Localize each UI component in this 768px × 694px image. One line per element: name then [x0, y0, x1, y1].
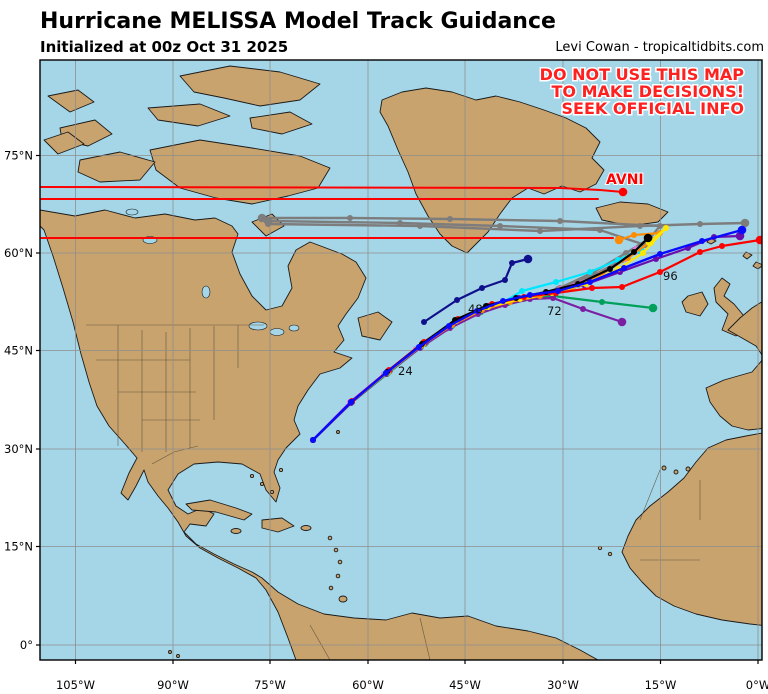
- y-axis-label: 75°N: [4, 149, 33, 163]
- islands-bahamas: [249, 467, 284, 495]
- x-axis-label: 30°W: [547, 678, 579, 692]
- forecast-hour-label: 48: [468, 302, 483, 316]
- y-axis-label: 15°N: [4, 540, 33, 554]
- island-ellesmere: [179, 65, 321, 107]
- landmass-europe: [705, 301, 762, 431]
- x-axis-label: 75°W: [254, 678, 286, 692]
- x-axis-label: 45°W: [449, 678, 481, 692]
- island-orkney: [742, 251, 753, 260]
- island-devon: [249, 111, 313, 135]
- init-time-subtitle: Initialized at 00z Oct 31 2025: [40, 38, 288, 56]
- x-axis-label: 105°W: [56, 678, 95, 692]
- y-axis-label: 45°N: [4, 344, 33, 358]
- model-track-red-stray-avni-1: [40, 186, 624, 193]
- map-area: AVNI 24 48 72 96: [40, 60, 762, 660]
- map-frame: [39, 59, 763, 661]
- lat-lon-gridlines: [40, 60, 762, 660]
- y-axis-label: 60°N: [4, 246, 33, 260]
- islands-misc: [168, 430, 340, 658]
- warning-line-1: DO NOT USE THIS MAP: [540, 65, 745, 84]
- model-track-blue: [311, 228, 744, 442]
- avni-model-label: AVNI: [606, 172, 644, 188]
- island-greenland: [379, 87, 605, 254]
- x-axis-label: 0°W: [746, 678, 768, 692]
- landmass-americas: [40, 209, 599, 660]
- forecast-hour-label: 72: [547, 304, 562, 318]
- track-points-blue: [310, 225, 747, 443]
- track-points-red-stray-avni-1: [618, 187, 628, 197]
- forecast-hour-label: 96: [663, 269, 678, 283]
- islands-cape-verde: [597, 545, 613, 557]
- track-points-navy-stub: [421, 254, 533, 325]
- map-annotations: AVNI 24 48 72 96: [398, 171, 678, 378]
- island-iceland: [595, 201, 669, 227]
- x-axis-label: 90°W: [157, 678, 189, 692]
- y-axis-label: 30°N: [4, 442, 33, 456]
- island-arctic-b: [47, 89, 95, 113]
- y-axis-label: 0°: [20, 638, 33, 652]
- island-puerto-rico: [300, 525, 312, 531]
- model-track-gray-east-span: [266, 221, 747, 233]
- island-newfoundland: [357, 311, 393, 341]
- warning-text: DO NOT USE THIS MAP TO MAKE DECISIONS! S…: [538, 64, 746, 120]
- model-tracks-layer: [40, 186, 762, 443]
- axis-ticks-and-labels: 105°W 90°W 75°W 60°W 45°W 30°W 15°W 0°W 75°N 60°N…: [4, 149, 768, 693]
- islands-canary: [661, 465, 691, 475]
- islands-lesser-antilles: [327, 535, 348, 603]
- island-victoria: [77, 151, 156, 183]
- page-title: Hurricane MELISSA Model Track Guidance: [40, 9, 556, 34]
- island-cuba: [185, 499, 253, 521]
- credit-text: Levi Cowan - tropicaltidbits.com: [555, 40, 764, 55]
- island-ireland: [681, 291, 709, 317]
- x-axis-label: 15°W: [645, 678, 677, 692]
- forecast-hour-label: 24: [398, 364, 413, 378]
- island-jamaica: [230, 528, 242, 534]
- x-axis-label: 60°W: [352, 678, 384, 692]
- island-arctic-a: [147, 103, 231, 127]
- landmass-africa: [621, 432, 762, 626]
- warning-line-3: SEEK OFFICIAL INFO: [562, 99, 744, 118]
- track-points-gray-east-span: [265, 218, 750, 234]
- warning-line-2: TO MAKE DECISIONS!: [552, 82, 744, 101]
- island-arctic-c: [43, 131, 85, 155]
